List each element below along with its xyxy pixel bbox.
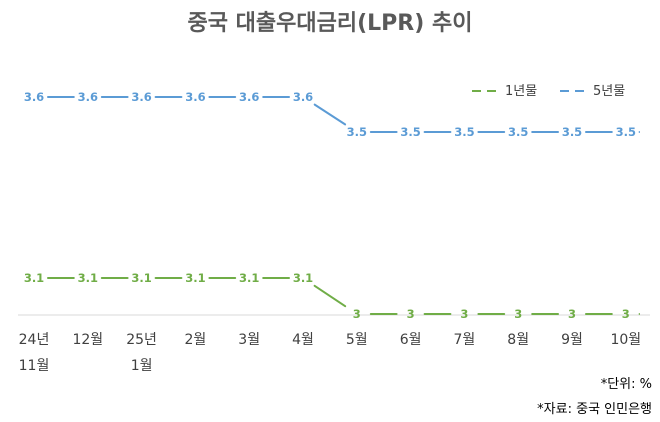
data-label: 3.6 [293, 90, 313, 104]
data-label: 3 [407, 307, 415, 321]
series-1: 3.1 3.1 3.1 3.1 3.1 3.1 3 3 3 3 3 3 [24, 271, 640, 321]
x-tick-label: 8월 [507, 332, 529, 348]
x-tick-label: 4월 [292, 332, 314, 348]
legend-label: 5년물 [593, 84, 625, 99]
data-label: 3.6 [239, 90, 259, 104]
data-label: 3.5 [400, 125, 420, 139]
data-label: 3.1 [239, 271, 259, 285]
data-label: 3.5 [347, 125, 367, 139]
unit-note: *단위: % [601, 377, 652, 392]
data-label: 3.5 [454, 125, 474, 139]
data-label: 3.6 [24, 90, 44, 104]
series-layer: 3.1 3.1 3.1 3.1 3.1 3.13 3 3 3 3 33.6 3.6 3.6 3.6 3.6 3… [24, 90, 640, 321]
x-tick-label: 9월 [561, 332, 583, 348]
x-tick-label: 7월 [454, 332, 476, 348]
data-label: 3.5 [616, 125, 636, 139]
x-tick-label: 3월 [238, 332, 260, 348]
data-label: 3.5 [562, 125, 582, 139]
series-2: 3.6 3.6 3.6 3.6 3.6 3.6 3.5 3.5 3.5 3.5 3.5 3.5 [24, 90, 640, 139]
x-tick-label: 5월 [346, 332, 368, 348]
data-label: 3.1 [131, 271, 151, 285]
x-tick-label: 1월 [131, 358, 153, 374]
x-tick-label: 11월 [19, 358, 50, 374]
x-tick-label: 6월 [400, 332, 422, 348]
data-label: 3 [460, 307, 468, 321]
data-label: 3.1 [24, 271, 44, 285]
data-label: 3.6 [78, 90, 98, 104]
data-label: 3 [514, 307, 522, 321]
chart-title: 중국 대출우대금리(LPR) 추이 [188, 11, 473, 36]
data-label: 3.1 [185, 271, 205, 285]
source-note: *자료: 중국 인민은행 [537, 401, 652, 417]
x-tick-label: 2월 [185, 332, 207, 348]
series-line-segment [313, 103, 347, 126]
data-label: 3.6 [131, 90, 151, 104]
data-label: 3 [353, 307, 361, 321]
data-label: 3.1 [78, 271, 98, 285]
x-tick-label: 12월 [72, 332, 103, 348]
series-line-segment [313, 284, 347, 308]
data-label: 3.5 [508, 125, 528, 139]
x-tick-label: 24년 [19, 332, 50, 348]
legend-item: 5년물 [560, 84, 625, 99]
x-tick-label: 25년 [126, 332, 157, 348]
legend-label: 1년물 [505, 84, 537, 99]
x-tick-label: 10월 [610, 332, 641, 348]
legend-item: 1년물 [472, 84, 537, 99]
data-label: 3 [622, 307, 630, 321]
data-label: 3.6 [185, 90, 205, 104]
data-label: 3 [568, 307, 576, 321]
x-axis-ticks: 24년 11월 12월 25년 1월 2월 3월 4월 5월 6월 7월 8월 9월 10월 [19, 332, 642, 374]
chart-legend: 1년물 5년물 [472, 84, 625, 99]
data-label: 3.1 [293, 271, 313, 285]
